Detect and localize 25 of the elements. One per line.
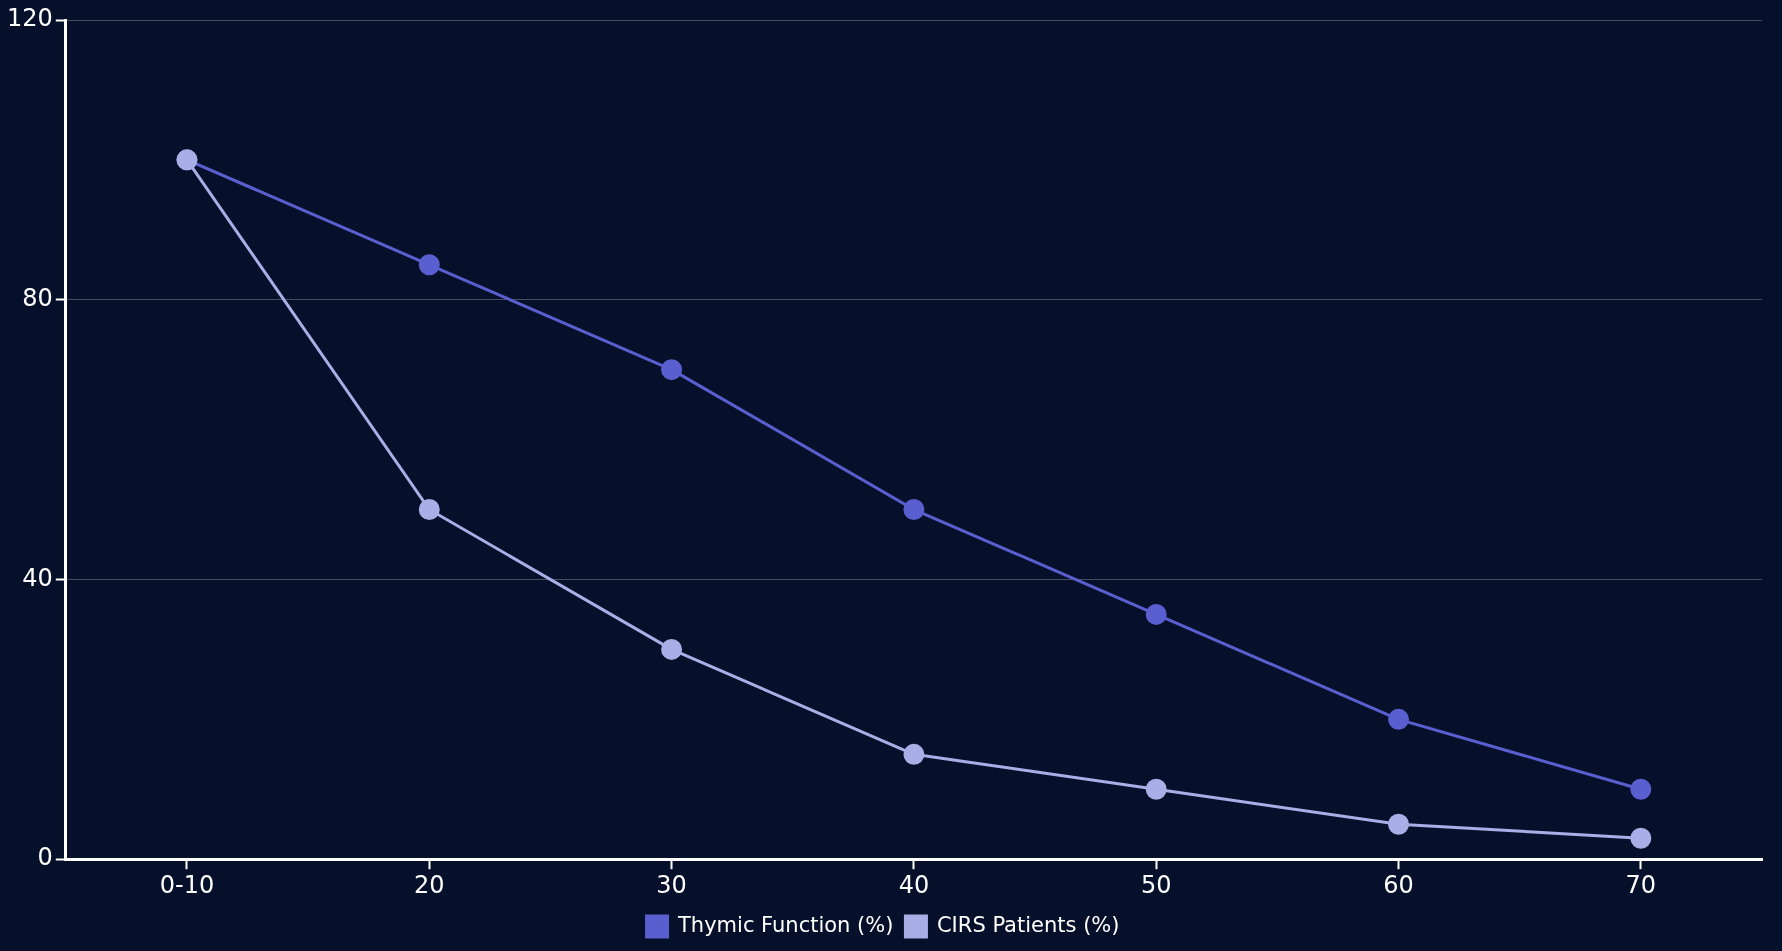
x-tick-label: 50 — [1140, 870, 1172, 899]
y-tick-label: 40 — [22, 563, 53, 592]
legend-label: CIRS Patients (%) — [936, 912, 1120, 937]
x-tick-label: 60 — [1383, 870, 1414, 899]
y-tick-label: 120 — [7, 4, 53, 33]
point — [418, 499, 440, 521]
point — [1145, 778, 1167, 800]
point — [418, 254, 440, 276]
point — [1145, 603, 1167, 625]
legend-label: Thymic Function (%) — [677, 912, 894, 937]
point — [1630, 827, 1652, 849]
point — [903, 743, 925, 765]
x-tick-label: 40 — [898, 870, 930, 899]
x-tick-label: 30 — [656, 870, 687, 899]
point — [1630, 778, 1652, 800]
point — [661, 359, 683, 381]
x-tick-label: 70 — [1625, 870, 1657, 899]
point — [661, 638, 683, 660]
y-tick-label: 80 — [22, 283, 53, 312]
x-tick-label: 0-10 — [159, 870, 215, 899]
point — [1388, 708, 1410, 730]
x-tick-label: 20 — [414, 870, 445, 899]
point — [903, 499, 925, 521]
y-tick-label: 0 — [37, 843, 53, 872]
point — [1388, 813, 1410, 835]
